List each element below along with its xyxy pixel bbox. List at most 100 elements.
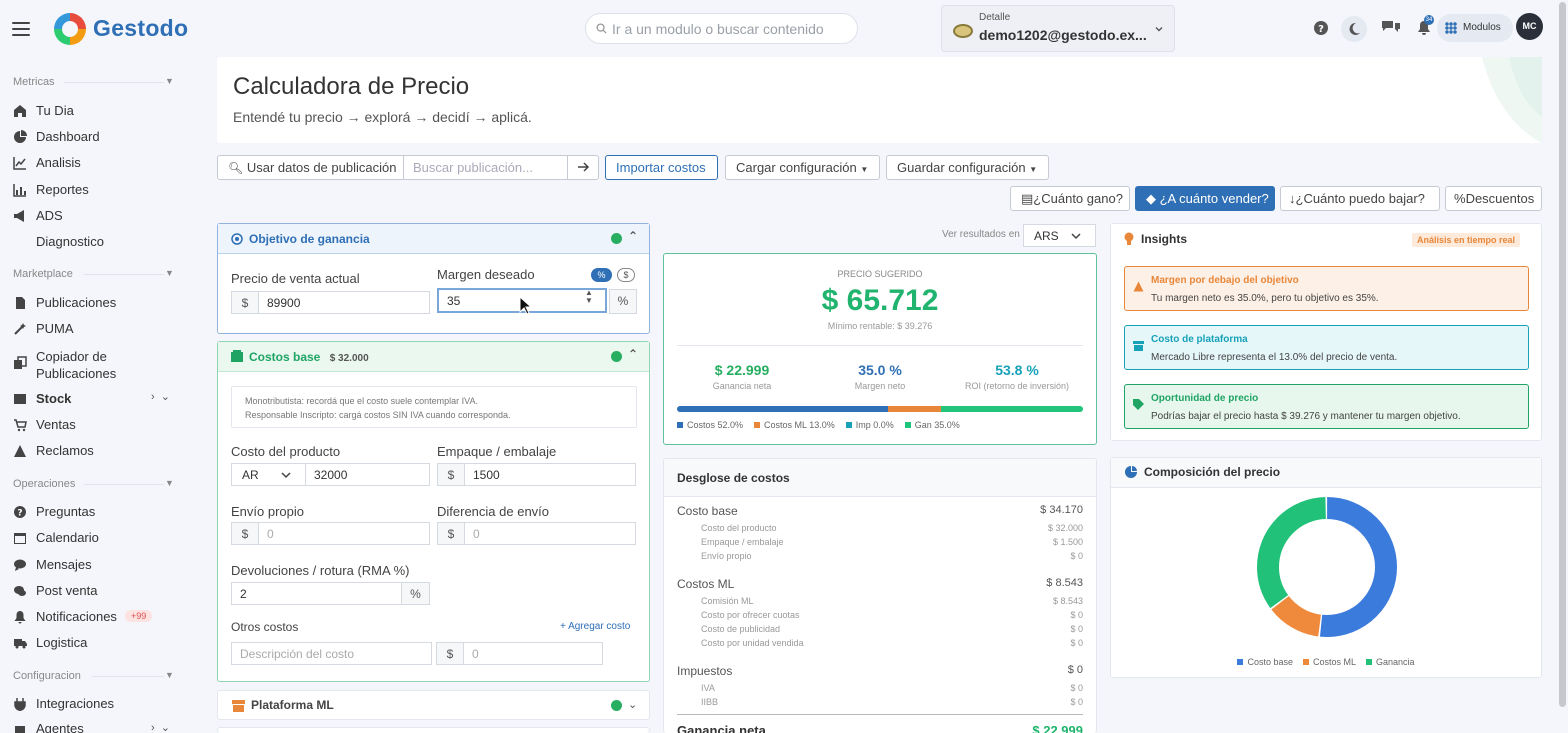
shipping-diff-input[interactable]: 0 [464, 522, 636, 545]
breakdown-item-label: Costo por ofrecer cuotas [701, 610, 800, 620]
go-button[interactable] [567, 155, 599, 180]
price-input[interactable]: 89900 [258, 291, 430, 314]
sidebar-item-copiador[interactable]: Copiador de Publicaciones [13, 348, 116, 382]
sidebar-item-logistica[interactable]: Logistica [13, 635, 87, 650]
global-search-input[interactable]: Ir a un modulo o buscar contenido [585, 13, 858, 44]
sidebar-item-tu-dia[interactable]: Tu Dia [13, 103, 74, 118]
platform-panel[interactable]: Plataforma ML ⌄ [217, 690, 650, 720]
mode-discounts-button[interactable]: %Descuentos [1445, 186, 1542, 211]
mode-lower-button[interactable]: ↓¿Cuánto puedo bajar? [1280, 186, 1440, 211]
caret-down-icon[interactable]: ▼ [165, 76, 174, 86]
account-selector[interactable]: Detalle demo1202@gestodo.ex... [941, 5, 1175, 52]
panel-title: Insights [1141, 232, 1188, 246]
sidebar-item-reclamos[interactable]: Reclamos [13, 443, 94, 458]
pie-chart-icon [1125, 466, 1137, 478]
stepper-icon[interactable]: ▲ ▼ [585, 288, 593, 305]
legend-item[interactable]: Costo base [1237, 657, 1293, 667]
currency-value: ARS [1034, 229, 1059, 243]
expand-icons[interactable]: › ⌄ [151, 391, 170, 403]
sidebar-section-configuracion[interactable]: Configuracion [13, 670, 81, 682]
sidebar-item-diagnostico[interactable]: Diagnostico [36, 234, 104, 249]
mode-sell-button[interactable]: ◆ ¿A cuánto vender? [1135, 186, 1275, 211]
sidebar-section-marketplace[interactable]: Marketplace [13, 268, 73, 280]
legend-swatch [845, 422, 852, 428]
breakdown-item-label: IVA [701, 683, 715, 693]
app-logo-text[interactable]: Gestodo [93, 15, 189, 41]
sidebar-item-post-venta[interactable]: Post venta [13, 583, 97, 598]
sidebar-item-publicaciones[interactable]: Publicaciones [13, 295, 116, 310]
sidebar-item-puma[interactable]: PUMA [13, 321, 74, 336]
rma-input[interactable]: 2 [231, 582, 402, 605]
currency-prefix: $ [436, 642, 464, 665]
shipping-input[interactable]: 0 [258, 522, 430, 545]
save-config-button[interactable]: Guardar configuración ▼ [886, 155, 1049, 180]
sidebar-item-ventas[interactable]: Ventas [13, 417, 76, 432]
sidebar-item-calendario[interactable]: Calendario [13, 530, 99, 545]
chat-icon[interactable] [1381, 19, 1401, 35]
button-label: ¿A cuánto vender? [1159, 191, 1269, 206]
modules-button[interactable]: Modulos [1437, 14, 1513, 42]
scrollbar-thumb[interactable] [1559, 2, 1566, 707]
legend-item: Gan 35.0% [904, 420, 960, 430]
legend-label: Ganancia [1376, 657, 1415, 667]
sidebar-section-metricas[interactable]: Metricas [13, 76, 55, 88]
help-icon[interactable]: ? [1313, 20, 1329, 36]
sidebar-item-dashboard[interactable]: Dashboard [13, 129, 100, 144]
target-icon [231, 233, 243, 245]
caret-down-icon[interactable]: ▼ [165, 478, 174, 488]
chevron-down-icon[interactable]: ⌄ [628, 699, 638, 711]
search-icon: 🔍︎ [228, 161, 244, 175]
expand-icons[interactable]: › ⌄ [151, 722, 170, 733]
cost-description-input[interactable]: Descripción del costo [231, 642, 432, 665]
sidebar-item-analisis[interactable]: Analisis [13, 155, 81, 170]
mode-earn-button[interactable]: ▤¿Cuánto gano? [1010, 186, 1130, 211]
costs-panel-header[interactable]: Costos base $ 32.000 ⌃ [218, 342, 649, 372]
net-profit-label: Ganancia neta [677, 723, 766, 733]
sidebar-item-reportes[interactable]: Reportes [13, 182, 89, 197]
chevron-up-icon[interactable]: ⌃ [628, 347, 639, 361]
currency-select[interactable]: ARS [1023, 224, 1096, 247]
use-publication-button[interactable]: 🔍︎ Usar datos de publicación [217, 155, 404, 180]
caret-down-icon[interactable]: ▼ [165, 268, 174, 278]
note-line: Responsable Inscripto: cargá costos SIN … [245, 410, 511, 420]
packaging-input[interactable]: 1500 [464, 463, 636, 486]
breakdown-header: Desglose de costos [664, 459, 1096, 497]
donut-slice[interactable] [1257, 497, 1397, 637]
legend-swatch [1237, 659, 1244, 665]
sidebar-item-preguntas[interactable]: ? Preguntas [13, 504, 95, 519]
caret-down-icon[interactable]: ▼ [165, 670, 174, 680]
chevron-up-icon[interactable]: ⌃ [628, 229, 639, 243]
publication-search-input[interactable]: Buscar publicación... [403, 155, 568, 180]
donut-slice[interactable] [1257, 497, 1397, 637]
currency-prefix: $ [231, 291, 259, 314]
sidebar-item-integraciones[interactable]: Integraciones [13, 696, 114, 711]
currency-prefix: $ [437, 522, 465, 545]
sidebar-item-notificaciones[interactable]: Notificaciones +99 [13, 609, 153, 624]
sidebar-section-operaciones[interactable]: Operaciones [13, 478, 76, 490]
sidebar-item-label: Diagnostico [36, 234, 104, 249]
objective-panel-header[interactable]: Objetivo de ganancia ⌃ [218, 224, 649, 254]
sidebar-item-mensajes[interactable]: Mensajes [13, 557, 92, 572]
add-cost-link[interactable]: + Agregar costo [560, 621, 631, 632]
sidebar-item-agentes[interactable]: Agentes [13, 721, 84, 733]
avatar[interactable]: MC [1516, 13, 1543, 40]
breakdown-item-value: $ 0 [1070, 624, 1083, 634]
sidebar-item-stock[interactable]: Stock [13, 391, 71, 406]
product-cost-input[interactable]: 32000 [305, 463, 430, 486]
import-costs-button[interactable]: Importar costos [605, 155, 718, 180]
dollar-toggle[interactable]: $ [617, 268, 635, 282]
load-config-button[interactable]: Cargar configuración ▼ [725, 155, 880, 180]
cost-amount-input[interactable]: 0 [463, 642, 603, 665]
legend-item[interactable]: Costos ML [1302, 657, 1356, 667]
dark-mode-icon[interactable] [1341, 16, 1367, 42]
suggested-label: PRECIO SUGERIDO [837, 269, 923, 279]
percent-toggle[interactable]: % [591, 268, 612, 282]
legend-item[interactable]: Ganancia [1366, 657, 1415, 667]
menu-icon[interactable] [12, 22, 30, 36]
sidebar-item-ads[interactable]: ADS [13, 208, 63, 223]
shipping-label: Envío propio [231, 504, 304, 519]
check-icon [611, 233, 622, 244]
product-currency-select[interactable]: AR [231, 463, 306, 486]
bar-segment [677, 406, 889, 412]
breakdown-item-value: $ 1.500 [1052, 537, 1083, 547]
